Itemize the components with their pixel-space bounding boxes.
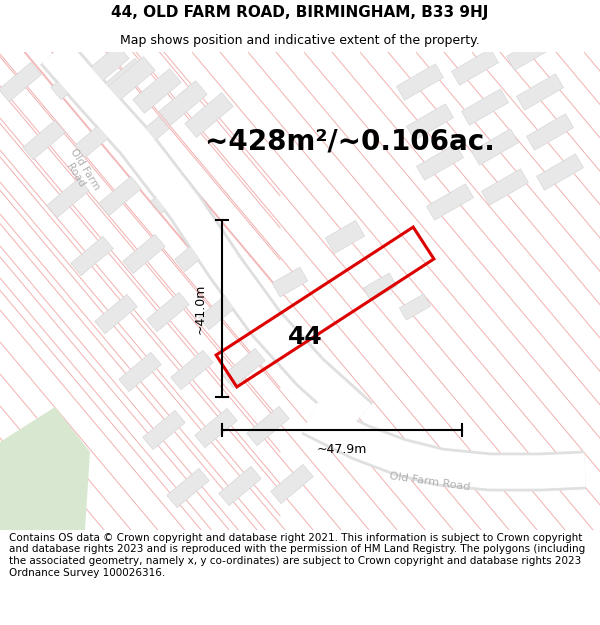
Polygon shape [517,74,563,110]
Polygon shape [119,352,161,392]
Text: Old Farm
Road: Old Farm Road [58,146,101,198]
Polygon shape [325,221,365,254]
Polygon shape [0,407,90,530]
Polygon shape [47,178,89,217]
Polygon shape [271,464,313,504]
Text: Old Farm Road: Old Farm Road [389,471,471,492]
Text: Map shows position and indicative extent of the property.: Map shows position and indicative extent… [120,34,480,47]
Polygon shape [0,462,55,530]
Polygon shape [407,104,454,140]
Polygon shape [159,81,207,126]
Text: ~41.0m: ~41.0m [193,283,206,334]
Polygon shape [482,169,529,205]
Polygon shape [175,232,217,272]
Polygon shape [247,406,289,446]
Text: 44: 44 [287,325,322,349]
Polygon shape [461,89,508,125]
Polygon shape [506,34,553,70]
Polygon shape [536,154,583,190]
Polygon shape [223,348,265,388]
Polygon shape [527,114,574,150]
Polygon shape [0,62,41,102]
Polygon shape [75,118,117,158]
Polygon shape [199,291,241,329]
Polygon shape [123,234,165,274]
Polygon shape [472,129,518,165]
Polygon shape [81,44,129,89]
Polygon shape [71,236,113,276]
Text: ~428m²/~0.106ac.: ~428m²/~0.106ac. [205,128,495,156]
Polygon shape [272,267,308,297]
Text: 44, OLD FARM ROAD, BIRMINGHAM, B33 9HJ: 44, OLD FARM ROAD, BIRMINGHAM, B33 9HJ [112,6,488,21]
Polygon shape [185,92,233,138]
Polygon shape [147,292,189,332]
Polygon shape [95,294,137,334]
Polygon shape [103,58,145,98]
Polygon shape [427,184,473,220]
Polygon shape [452,49,499,85]
Polygon shape [397,64,443,100]
Text: ~47.9m: ~47.9m [317,444,367,456]
Polygon shape [51,61,93,99]
Polygon shape [167,468,209,508]
Polygon shape [151,174,193,214]
Text: Contains OS data © Crown copyright and database right 2021. This information is : Contains OS data © Crown copyright and d… [9,533,585,578]
Polygon shape [195,408,237,447]
Polygon shape [219,466,261,506]
Polygon shape [143,411,185,449]
Polygon shape [23,121,65,159]
Polygon shape [363,273,397,301]
Polygon shape [171,351,213,389]
Polygon shape [416,144,463,180]
Polygon shape [127,116,169,156]
Polygon shape [400,294,431,320]
Polygon shape [107,57,155,101]
Polygon shape [99,176,141,216]
Polygon shape [133,69,181,113]
